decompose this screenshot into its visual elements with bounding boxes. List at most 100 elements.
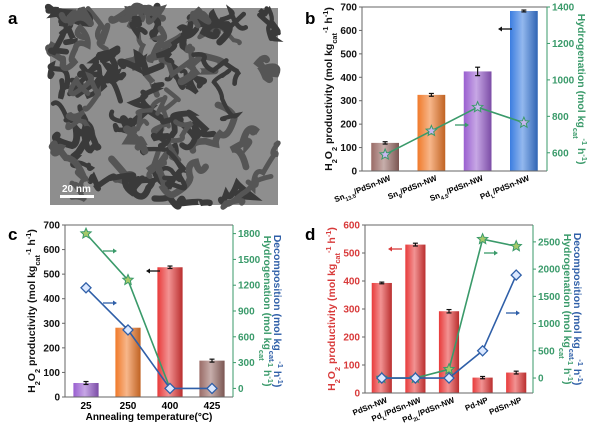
right-tick-label: 800 (552, 112, 569, 123)
bar-3 (472, 377, 493, 393)
arrow-right-icon (484, 250, 498, 256)
left-tick-label: 100 (43, 368, 60, 379)
right-axis-title-0: Hydrogenation (mol kgcat-1 h-1) (258, 236, 276, 387)
right-tick-label: 300 (238, 358, 255, 369)
left-tick-label: 300 (343, 305, 360, 316)
error-bar-1 (428, 92, 434, 97)
nanowire (145, 148, 169, 179)
panel-a-tem-image: 20 nm (44, 2, 284, 210)
nanowire (59, 23, 91, 72)
axes (361, 6, 548, 172)
error-bar-3 (480, 375, 486, 380)
nanowire (157, 109, 217, 149)
series-line-hydrogenation (384, 106, 525, 156)
nanowire (47, 60, 71, 100)
nanowire (134, 95, 168, 132)
x-axis-title: Annealing temperature(°C) (86, 412, 213, 423)
diamond-marker-3 (206, 382, 218, 395)
series-line-decomposition (85, 287, 212, 390)
left-tick-label: 400 (343, 277, 360, 288)
nanowire (81, 125, 102, 154)
left-tick-label: 400 (43, 294, 60, 305)
left-tick-label: 600 (43, 245, 60, 256)
bar-2 (463, 71, 492, 171)
nanowire (188, 14, 233, 46)
diamond-marker-1 (122, 324, 134, 336)
chart-panel-c: c 0 100 200 300 400 500 600 700 0 300 600 900 1200 150… (8, 221, 286, 424)
right-tick-label: 0 (238, 384, 244, 395)
right-tick-label: 0 (538, 374, 544, 385)
diamond-marker-2 (164, 382, 176, 395)
left-tick-label: 200 (340, 120, 357, 131)
nanowire (121, 125, 149, 155)
arrow-right-icon (455, 122, 469, 128)
right-axis-title-0: Hydrogenation (mol kgcat-1 h-1) (572, 14, 590, 165)
nanowire (253, 54, 281, 83)
left-tick-label: 700 (340, 3, 357, 14)
right-axis-title-1: Decomposition (mol kgcat-1 h-1) (268, 235, 286, 388)
nanowire (45, 41, 67, 67)
error-bar-3 (209, 358, 215, 363)
star-marker-2 (442, 362, 456, 375)
nanowire (68, 71, 102, 112)
star-marker-3 (517, 115, 531, 129)
category-label: PdSn-NP (488, 395, 524, 416)
nanowire (162, 149, 188, 191)
diamond-marker-3 (476, 344, 489, 357)
right-tick-label: 900 (238, 307, 255, 318)
left-axis-title: H2O2 productivity (mol kgcat-1 h-1) (321, 7, 339, 171)
left-tick-label: 200 (343, 333, 360, 344)
diamond-marker-2 (443, 372, 455, 384)
left-tick-label: 500 (340, 49, 357, 60)
bar-1 (405, 244, 426, 393)
nanowire (211, 68, 244, 122)
chart-panel-b: b 0 100 200 300 400 500 600 700 600 800 1000 1200 140… (305, 3, 590, 207)
left-axis-title: H2O2 productivity (mol kgcat-1 h-1) (324, 227, 342, 391)
arrow-right-icon (103, 300, 117, 306)
right-tick-label: 1200 (552, 39, 575, 50)
nanowire (185, 6, 212, 29)
right-tick-label: 1000 (552, 75, 575, 86)
left-tick-label: 200 (43, 343, 60, 354)
error-bar-0 (83, 380, 89, 386)
chart-panel-d: d 0 100 200 300 400 500 600 0 500 1000 1500 2000 2500… (305, 221, 586, 425)
error-bar-0 (382, 141, 388, 145)
arrow-left-icon (388, 246, 402, 252)
nanowire (44, 3, 71, 33)
bar-2 (438, 311, 460, 393)
panel-label-c: c (8, 225, 17, 244)
nanowire (191, 51, 242, 86)
nanowire (257, 12, 284, 42)
arrow-right-icon (103, 248, 117, 254)
right-tick-label: 1400 (552, 3, 575, 14)
bar-0 (73, 382, 99, 397)
error-bar-3 (521, 9, 527, 13)
star-marker-0 (378, 147, 392, 161)
right-tick-label: 1800 (238, 229, 261, 240)
star-marker-4 (509, 239, 523, 252)
bar-1 (115, 327, 141, 397)
diamond-marker-0 (80, 281, 92, 294)
bar-2 (157, 267, 183, 397)
nanowire (118, 4, 168, 23)
nanowire (129, 15, 148, 40)
right-tick-label: 1500 (238, 255, 261, 266)
nanowire (117, 48, 165, 77)
nanowire (85, 6, 111, 52)
diamond-marker-0 (375, 372, 388, 384)
bar-0 (371, 282, 392, 393)
series-hydrogenation (79, 226, 171, 389)
scale-bar-label: 20 nm (62, 184, 91, 195)
series-hydrogenation (378, 100, 531, 161)
right-tick-label: 2000 (538, 265, 561, 276)
right-tick-label: 1200 (238, 281, 261, 292)
right-tick-label: 1000 (538, 319, 561, 330)
right-axis-title-0: Hydrogenation (mol kgcat-1 h-1) (558, 234, 576, 385)
arrow-left-icon (498, 26, 512, 32)
series-decomposition (375, 269, 523, 384)
category-label: Sn4.5/PdSn-NW (428, 173, 485, 206)
left-tick-label: 500 (43, 270, 60, 281)
bar-3 (510, 10, 538, 172)
star-marker-1 (424, 124, 438, 137)
category-label: Sn13.5/PdSn-NW (333, 173, 393, 207)
